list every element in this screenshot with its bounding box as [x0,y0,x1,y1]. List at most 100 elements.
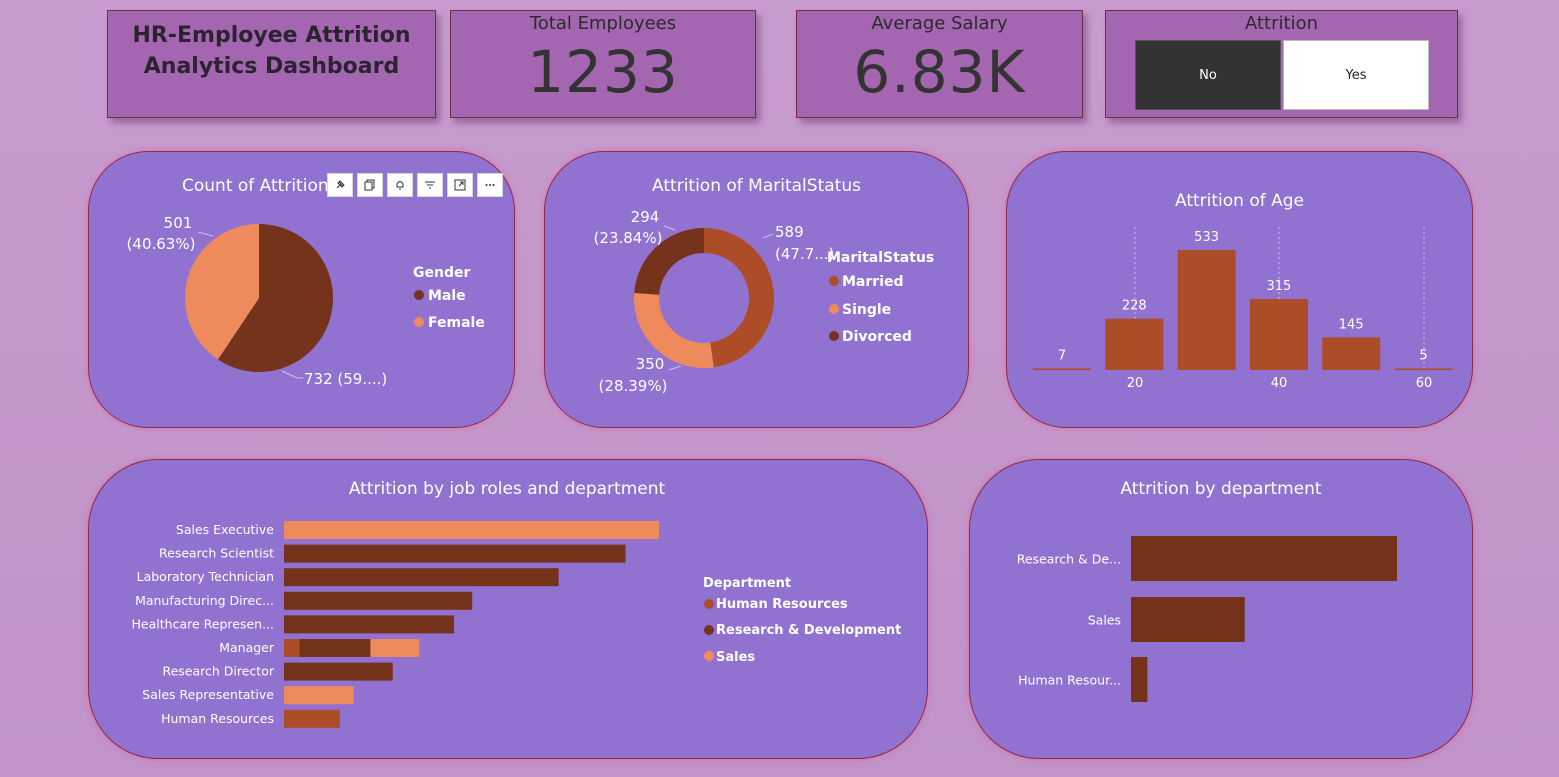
marital-chart-title: Attrition of MaritalStatus [652,176,861,196]
legend-rd-marker [704,625,714,635]
job-role-bar-segment[interactable] [284,686,354,705]
filter-icon [425,181,435,189]
legend-male-marker [414,290,424,300]
department-label: Research & De... [1017,552,1121,567]
total-employees-label: Total Employees [529,13,677,34]
expand-icon [454,179,466,191]
legend-married-marker [829,276,839,286]
subscribe-alert-button[interactable] [387,173,413,197]
department-legend-title: Department [703,576,791,591]
divorced-percent-label: (23.84%) [594,229,663,247]
legend-married-label: Married [842,274,904,290]
marital-slice-married[interactable] [704,228,775,368]
job-role-bar-segment[interactable] [284,568,559,587]
legend-female-label: Female [428,315,485,331]
married-value-label: 589 [775,223,804,241]
average-salary-value: 6.83K [853,38,1026,106]
department-chart-title: Attrition by department [1120,479,1322,499]
age-tick-60: 60 [1416,376,1433,391]
age-tick-40: 40 [1271,376,1288,391]
marital-slice-single[interactable] [634,292,714,368]
legend-rd-label: Research & Development [716,623,901,638]
average-salary-label: Average Salary [871,13,1008,34]
job-role-label: Sales Executive [176,522,274,537]
age-bar[interactable] [1177,250,1236,370]
age-bar[interactable] [1322,337,1381,370]
legend-hr-marker [704,599,714,609]
age-bar[interactable] [1033,368,1091,370]
slicer-option-yes[interactable]: Yes [1283,40,1429,110]
age-bar[interactable] [1394,368,1453,371]
age-bar-value-label: 228 [1122,299,1147,314]
job-role-label: Manager [219,640,275,655]
jobrole-chart-title: Attrition by job roles and department [348,479,666,499]
marital-attrition-panel: Attrition of MaritalStatus 294 (23.84%) … [544,151,969,428]
legend-female-marker [414,317,424,327]
department-attrition-panel: Attrition by department Research & De...… [969,459,1473,759]
gender-legend-title: Gender [413,265,470,281]
gender-pie-chart: 501 (40.63%) 732 (59....) Gender Male Fe… [127,214,485,388]
age-bar-chart: 7 228 533 315 145 5 20 40 60 [1033,227,1453,391]
marital-legend-title: MaritalStatus [827,250,934,266]
dashboard-title-card: HR-Employee Attrition Analytics Dashboar… [107,10,436,118]
age-bar[interactable] [1249,299,1308,370]
job-role-bar-segment[interactable] [299,639,371,657]
copy-visual-button[interactable] [357,173,383,197]
slicer-option-no[interactable]: No [1135,40,1281,110]
jobrole-bar-chart: Sales Executive Research Scientist Laborat… [132,521,901,728]
job-role-label: Research Director [162,664,274,679]
dashboard-title: HR-Employee Attrition Analytics Dashboar… [108,11,435,82]
married-percent-label: (47.7...) [775,245,834,263]
job-role-label: Sales Representative [142,687,274,702]
pin-visual-button[interactable] [327,173,353,197]
job-role-bar-segment[interactable] [284,544,626,563]
job-role-bar-segment[interactable] [284,662,393,681]
job-role-label: Laboratory Technician [137,569,274,584]
department-bar[interactable] [1131,657,1148,702]
visual-header-toolbar [327,173,503,197]
married-leader-line [762,233,774,239]
filter-button[interactable] [417,173,443,197]
job-role-label: Manufacturing Direc... [135,593,274,608]
age-bar-value-label: 145 [1339,317,1364,332]
legend-divorced-marker [829,331,839,341]
more-options-button[interactable] [477,173,503,197]
age-bar-value-label: 533 [1194,230,1219,245]
legend-sales-label: Sales [716,650,755,665]
job-role-label: Healthcare Represen... [132,616,274,631]
average-salary-card: Average Salary 6.83K [796,10,1083,118]
age-bar[interactable] [1105,318,1164,370]
more-icon [485,184,495,186]
single-value-label: 350 [636,355,665,373]
job-role-bar-segment[interactable] [284,709,340,728]
title-line-1: HR-Employee Attrition [132,23,411,48]
gender-attrition-panel: Count of Attrition 501 (40.63%) 732 (59.… [88,151,515,428]
job-role-bar-segment[interactable] [284,639,300,657]
job-role-bar-segment[interactable] [370,639,420,657]
focus-mode-button[interactable] [447,173,473,197]
divorced-leader-line [663,225,676,231]
title-line-2: Analytics Dashboard [143,54,400,79]
marital-slice-divorced[interactable] [634,228,704,295]
female-percent-label: (40.63%) [127,235,196,253]
job-role-label: Research Scientist [159,546,274,561]
job-role-bar-segment[interactable] [284,615,455,634]
pin-icon [336,180,345,189]
female-leader-line [197,231,214,237]
gender-slice-female[interactable] [185,224,259,360]
job-role-label: Human Resources [161,711,274,726]
job-role-bar-segment[interactable] [284,521,659,539]
gender-slice-male[interactable] [217,224,333,372]
age-chart-title: Attrition of Age [1174,191,1304,211]
department-bar[interactable] [1131,597,1245,642]
legend-hr-label: Human Resources [716,597,848,612]
legend-divorced-label: Divorced [842,329,912,345]
gender-chart-title: Count of Attrition [182,176,329,196]
marital-donut-chart: 294 (23.84%) 589 (47.7...) 350 (28.39%) … [594,208,935,395]
department-bar[interactable] [1131,536,1397,581]
department-label: Sales [1088,613,1121,628]
job-role-bar-segment[interactable] [284,591,473,610]
male-value-label: 732 (59....) [304,370,387,388]
legend-single-marker [829,304,839,314]
legend-male-label: Male [428,288,466,304]
